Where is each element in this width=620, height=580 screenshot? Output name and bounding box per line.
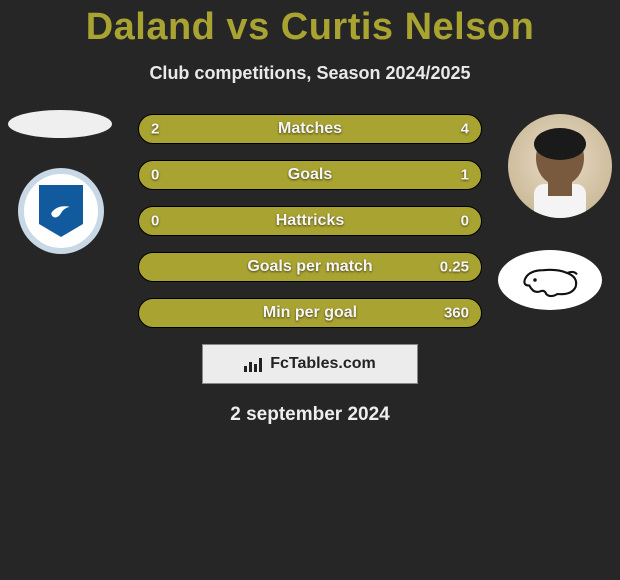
stat-bars: 2 Matches 4 0 Goals 1 0 Hattricks 0 Goal… <box>138 114 482 328</box>
subtitle: Club competitions, Season 2024/2025 <box>0 63 620 84</box>
stat-label: Goals per match <box>247 258 372 276</box>
stat-right-value: 360 <box>444 305 469 322</box>
stat-row-goals-per-match: Goals per match 0.25 <box>138 252 482 282</box>
stat-right-value: 0 <box>461 213 469 230</box>
player-right-avatar <box>508 114 612 218</box>
stat-left-value: 0 <box>151 167 159 184</box>
stat-row-goals: 0 Goals 1 <box>138 160 482 190</box>
bluebird-shield-icon <box>39 185 83 237</box>
stat-row-matches: 2 Matches 4 <box>138 114 482 144</box>
club-badge-right <box>498 250 602 310</box>
stat-label: Min per goal <box>263 304 357 322</box>
stat-left-value: 2 <box>151 121 159 138</box>
watermark-text: FcTables.com <box>270 355 376 373</box>
stat-label: Matches <box>278 120 342 138</box>
player-left-avatar <box>8 110 112 138</box>
bar-chart-icon <box>244 356 264 372</box>
stat-label: Goals <box>288 166 332 184</box>
stat-right-value: 0.25 <box>440 259 469 276</box>
date-text: 2 september 2024 <box>0 404 620 426</box>
stat-row-min-per-goal: Min per goal 360 <box>138 298 482 328</box>
watermark-box: FcTables.com <box>202 344 418 384</box>
stat-row-hattricks: 0 Hattricks 0 <box>138 206 482 236</box>
club-badge-left <box>18 168 104 254</box>
stat-right-value: 4 <box>461 121 469 138</box>
stat-label: Hattricks <box>276 212 344 230</box>
comparison-panel: 2 Matches 4 0 Goals 1 0 Hattricks 0 Goal… <box>0 114 620 426</box>
stat-left-value: 0 <box>151 213 159 230</box>
stat-right-value: 1 <box>461 167 469 184</box>
page-title: Daland vs Curtis Nelson <box>0 0 620 49</box>
